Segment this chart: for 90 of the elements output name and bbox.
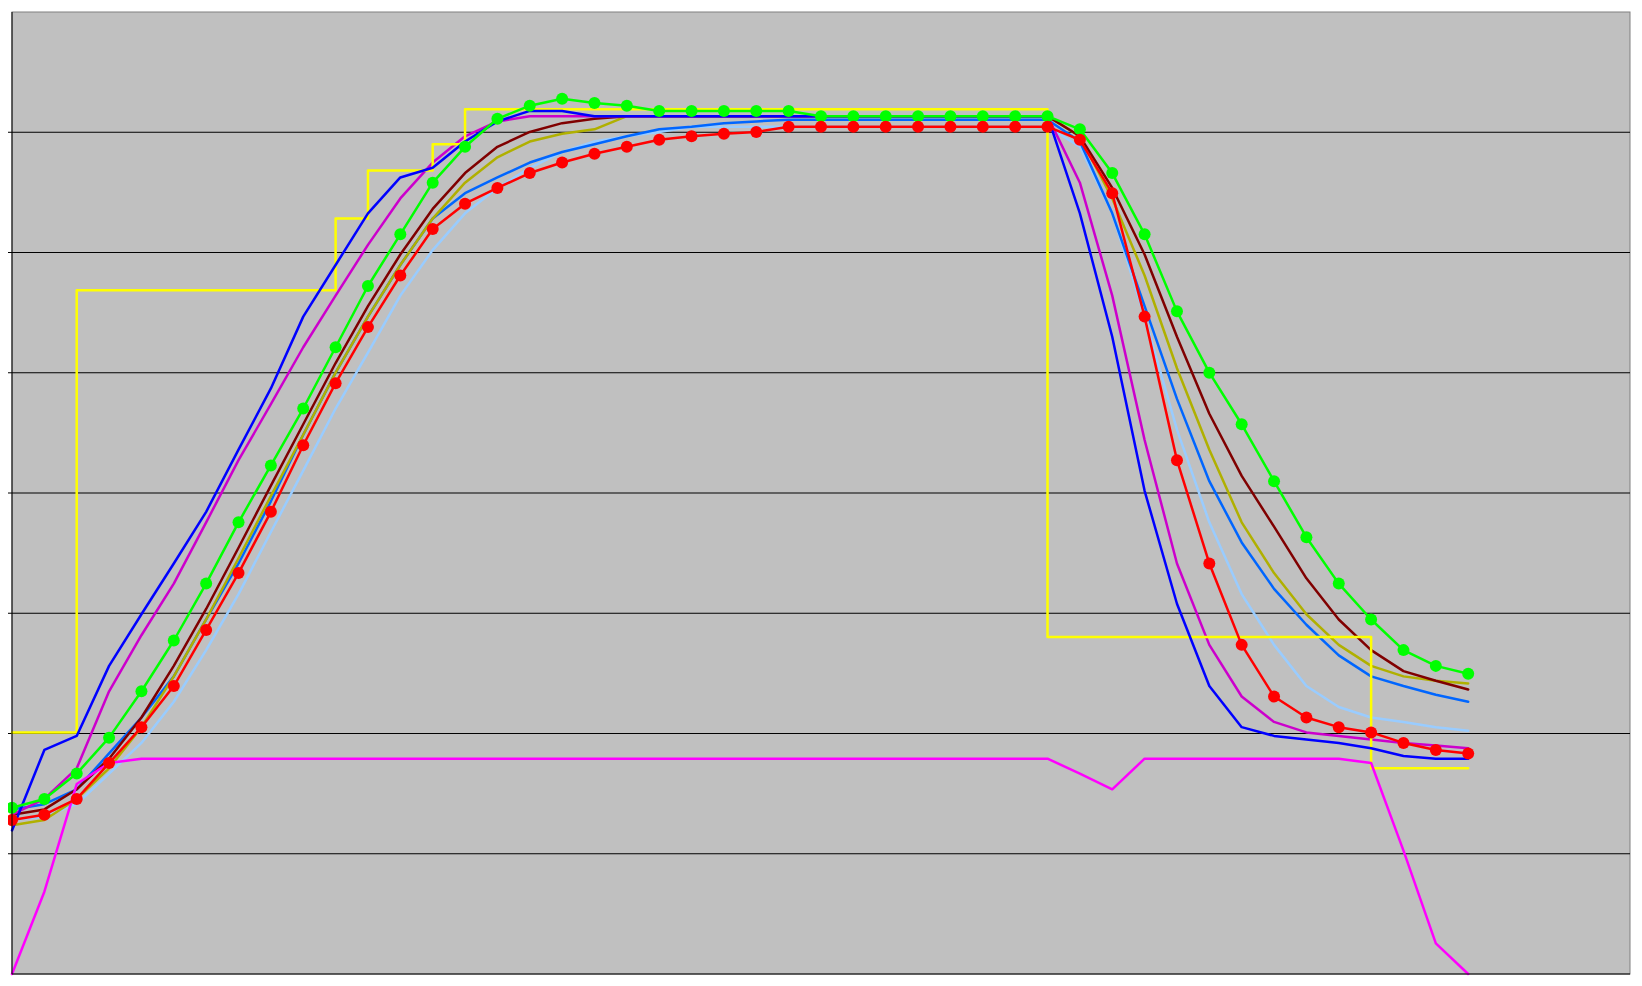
point: [1073, 123, 1086, 136]
point: [135, 685, 148, 698]
point: [717, 127, 730, 140]
point: [847, 120, 860, 133]
point: [1397, 736, 1410, 749]
point: [782, 120, 795, 133]
point: [556, 156, 569, 169]
point: [1170, 454, 1183, 467]
point: [847, 110, 860, 123]
point: [1041, 110, 1054, 123]
point: [588, 147, 601, 160]
point: [750, 104, 763, 117]
point: [232, 567, 245, 580]
point: [1170, 305, 1183, 318]
point: [38, 808, 51, 821]
point: [620, 140, 633, 153]
point: [1429, 659, 1442, 672]
point: [200, 577, 213, 590]
point: [1106, 187, 1119, 200]
point: [200, 623, 213, 636]
point: [167, 680, 180, 693]
point: [944, 110, 957, 123]
point: [976, 120, 989, 133]
point: [620, 99, 633, 112]
point: [103, 731, 116, 744]
point: [361, 321, 374, 334]
point: [1365, 613, 1378, 626]
point: [653, 104, 666, 117]
point: [1235, 418, 1248, 431]
point: [1397, 644, 1410, 657]
point: [653, 133, 666, 146]
point: [297, 439, 310, 452]
point: [1009, 110, 1022, 123]
point: [135, 721, 148, 734]
point: [1300, 711, 1313, 724]
point: [556, 92, 569, 105]
point: [1429, 743, 1442, 756]
point: [1203, 366, 1216, 379]
point: [103, 757, 116, 770]
point: [750, 125, 763, 138]
point: [491, 112, 504, 125]
point: [1073, 133, 1086, 146]
point: [879, 110, 892, 123]
point: [1268, 475, 1281, 488]
point: [912, 120, 925, 133]
point: [1203, 557, 1216, 570]
point: [1009, 120, 1022, 133]
point: [1365, 726, 1378, 739]
point: [426, 176, 439, 189]
point: [1268, 690, 1281, 703]
point: [264, 505, 277, 518]
point: [329, 341, 342, 354]
point: [1138, 310, 1151, 323]
point: [232, 516, 245, 529]
point: [523, 167, 536, 180]
point: [523, 99, 536, 112]
point: [685, 104, 698, 117]
point: [944, 120, 957, 133]
point: [38, 792, 51, 805]
point: [361, 279, 374, 292]
point: [1462, 667, 1475, 680]
point: [1138, 228, 1151, 241]
point: [588, 97, 601, 110]
point: [912, 110, 925, 123]
point: [1332, 721, 1345, 734]
point: [815, 110, 827, 123]
point: [70, 792, 83, 805]
point: [1462, 747, 1475, 760]
point: [297, 402, 310, 415]
point: [264, 459, 277, 472]
point: [1235, 638, 1248, 651]
point: [70, 767, 83, 780]
point: [426, 223, 439, 236]
point: [782, 104, 795, 117]
point: [459, 140, 472, 153]
point: [394, 228, 407, 241]
point: [459, 197, 472, 210]
point: [1041, 120, 1054, 133]
point: [491, 181, 504, 194]
point: [167, 634, 180, 647]
point: [879, 120, 892, 133]
point: [329, 377, 342, 390]
point: [1106, 167, 1119, 180]
point: [717, 104, 730, 117]
point: [394, 269, 407, 282]
point: [976, 110, 989, 123]
point: [1300, 531, 1313, 544]
point: [685, 130, 698, 143]
point: [815, 120, 827, 133]
point: [1332, 577, 1345, 590]
